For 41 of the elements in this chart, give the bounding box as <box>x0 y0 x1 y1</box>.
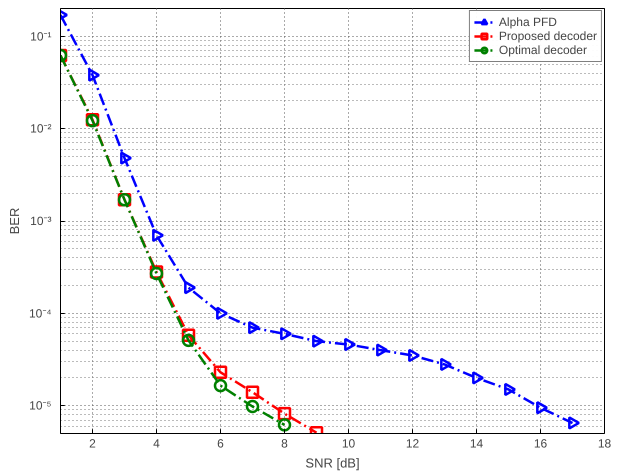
point <box>568 416 580 430</box>
point <box>376 343 388 357</box>
point <box>184 280 196 294</box>
point <box>246 400 260 414</box>
y-tick-label: 10⁻² <box>30 122 52 136</box>
point <box>504 382 516 396</box>
point <box>120 151 132 165</box>
point <box>152 228 164 242</box>
x-tick-label: 10 <box>342 436 356 450</box>
point <box>278 418 292 432</box>
x-tick-label: 4 <box>153 436 160 450</box>
y-tick-label: 10⁻³ <box>30 214 52 228</box>
x-tick-label: 18 <box>598 436 612 450</box>
point <box>312 334 324 348</box>
legend-label: Optimal decoder <box>498 43 587 57</box>
point <box>214 378 228 392</box>
y-tick-label: 10⁻¹ <box>30 29 52 44</box>
point <box>536 401 548 415</box>
y-axis-title: BER <box>6 208 22 234</box>
x-tick-label: 12 <box>406 436 420 450</box>
x-tick-label: 14 <box>470 436 484 450</box>
legend-label: Alpha PFD <box>498 15 557 29</box>
point <box>472 371 484 385</box>
x-tick-label: 8 <box>281 436 288 450</box>
x-tick-label: 2 <box>89 436 96 450</box>
point <box>280 327 292 341</box>
y-tick-label: 10⁻⁴ <box>28 306 52 320</box>
point <box>408 348 420 362</box>
point <box>214 366 228 380</box>
x-axis-title: SNR [dB] <box>305 456 360 470</box>
point <box>182 334 196 348</box>
y-tick-label: 10⁻⁵ <box>29 398 52 413</box>
point <box>216 306 228 320</box>
point <box>344 338 356 352</box>
legend-label: Proposed decoder <box>498 29 597 43</box>
x-tick-label: 6 <box>217 436 224 450</box>
point <box>248 320 260 334</box>
point <box>440 358 452 372</box>
point <box>246 385 260 399</box>
point <box>88 68 100 82</box>
x-tick-label: 16 <box>534 436 548 450</box>
